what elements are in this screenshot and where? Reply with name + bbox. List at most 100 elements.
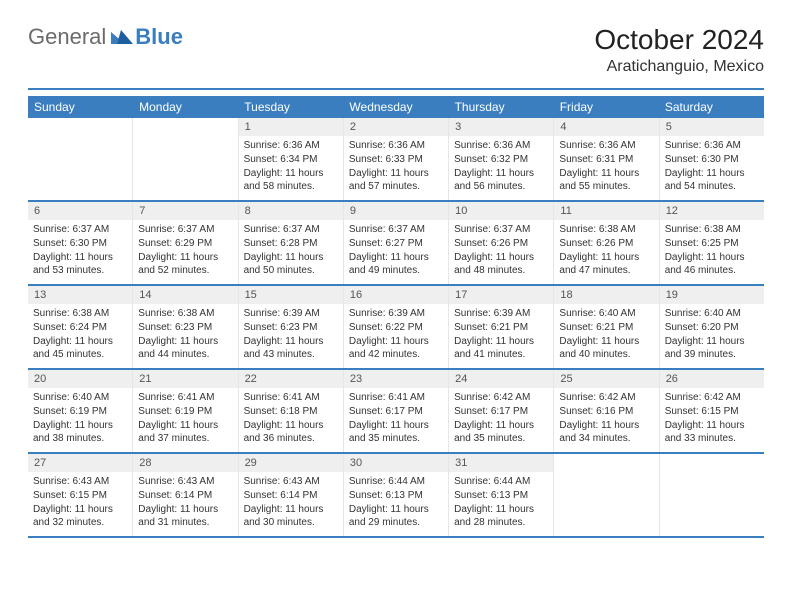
day-number: 1 — [239, 118, 343, 136]
sunset-text: Sunset: 6:30 PM — [665, 153, 759, 166]
sunset-text: Sunset: 6:26 PM — [454, 237, 548, 250]
day-body: Sunrise: 6:41 AMSunset: 6:19 PMDaylight:… — [133, 388, 237, 451]
day-cell: 2Sunrise: 6:36 AMSunset: 6:33 PMDaylight… — [344, 118, 449, 200]
day-body: Sunrise: 6:40 AMSunset: 6:19 PMDaylight:… — [28, 388, 132, 451]
day-body: Sunrise: 6:41 AMSunset: 6:17 PMDaylight:… — [344, 388, 448, 451]
day-cell: 8Sunrise: 6:37 AMSunset: 6:28 PMDaylight… — [239, 202, 344, 284]
day-cell: 19Sunrise: 6:40 AMSunset: 6:20 PMDayligh… — [660, 286, 764, 368]
daylight-text: Daylight: 11 hours and 31 minutes. — [138, 503, 232, 529]
week-row: 20Sunrise: 6:40 AMSunset: 6:19 PMDayligh… — [28, 370, 764, 454]
sunset-text: Sunset: 6:19 PM — [138, 405, 232, 418]
day-cell: 16Sunrise: 6:39 AMSunset: 6:22 PMDayligh… — [344, 286, 449, 368]
day-body: Sunrise: 6:36 AMSunset: 6:30 PMDaylight:… — [660, 136, 764, 199]
logo-word-1: General — [28, 24, 106, 50]
sunrise-text: Sunrise: 6:39 AM — [244, 307, 338, 320]
dow-cell: Friday — [554, 96, 659, 118]
sunset-text: Sunset: 6:27 PM — [349, 237, 443, 250]
day-cell: 31Sunrise: 6:44 AMSunset: 6:13 PMDayligh… — [449, 454, 554, 536]
sunrise-text: Sunrise: 6:36 AM — [349, 139, 443, 152]
day-body: Sunrise: 6:41 AMSunset: 6:18 PMDaylight:… — [239, 388, 343, 451]
sunset-text: Sunset: 6:15 PM — [665, 405, 759, 418]
day-cell: 7Sunrise: 6:37 AMSunset: 6:29 PMDaylight… — [133, 202, 238, 284]
daylight-text: Daylight: 11 hours and 33 minutes. — [665, 419, 759, 445]
sunrise-text: Sunrise: 6:41 AM — [349, 391, 443, 404]
daylight-text: Daylight: 11 hours and 44 minutes. — [138, 335, 232, 361]
day-cell: 11Sunrise: 6:38 AMSunset: 6:26 PMDayligh… — [554, 202, 659, 284]
daylight-text: Daylight: 11 hours and 32 minutes. — [33, 503, 127, 529]
day-body: Sunrise: 6:42 AMSunset: 6:15 PMDaylight:… — [660, 388, 764, 451]
day-number: 26 — [660, 370, 764, 388]
sunrise-text: Sunrise: 6:38 AM — [665, 223, 759, 236]
sunrise-text: Sunrise: 6:36 AM — [454, 139, 548, 152]
sunrise-text: Sunrise: 6:41 AM — [138, 391, 232, 404]
day-number: 24 — [449, 370, 553, 388]
logo-mark-icon — [111, 26, 133, 49]
sunset-text: Sunset: 6:20 PM — [665, 321, 759, 334]
day-number: 4 — [554, 118, 658, 136]
day-number: 15 — [239, 286, 343, 304]
daylight-text: Daylight: 11 hours and 40 minutes. — [559, 335, 653, 361]
daylight-text: Daylight: 11 hours and 56 minutes. — [454, 167, 548, 193]
day-cell: 12Sunrise: 6:38 AMSunset: 6:25 PMDayligh… — [660, 202, 764, 284]
header-rule — [28, 88, 764, 90]
logo: General Blue — [28, 24, 183, 50]
daylight-text: Daylight: 11 hours and 28 minutes. — [454, 503, 548, 529]
day-body: Sunrise: 6:36 AMSunset: 6:32 PMDaylight:… — [449, 136, 553, 199]
sunset-text: Sunset: 6:21 PM — [454, 321, 548, 334]
day-body: Sunrise: 6:37 AMSunset: 6:29 PMDaylight:… — [133, 220, 237, 283]
day-number: 23 — [344, 370, 448, 388]
sunset-text: Sunset: 6:32 PM — [454, 153, 548, 166]
week-row: 6Sunrise: 6:37 AMSunset: 6:30 PMDaylight… — [28, 202, 764, 286]
sunset-text: Sunset: 6:34 PM — [244, 153, 338, 166]
day-cell: 9Sunrise: 6:37 AMSunset: 6:27 PMDaylight… — [344, 202, 449, 284]
sunrise-text: Sunrise: 6:40 AM — [559, 307, 653, 320]
sunset-text: Sunset: 6:14 PM — [138, 489, 232, 502]
sunset-text: Sunset: 6:21 PM — [559, 321, 653, 334]
sunrise-text: Sunrise: 6:37 AM — [138, 223, 232, 236]
day-cell: 27Sunrise: 6:43 AMSunset: 6:15 PMDayligh… — [28, 454, 133, 536]
sunset-text: Sunset: 6:29 PM — [138, 237, 232, 250]
day-number: 8 — [239, 202, 343, 220]
sunrise-text: Sunrise: 6:36 AM — [665, 139, 759, 152]
sunset-text: Sunset: 6:23 PM — [244, 321, 338, 334]
day-number: 3 — [449, 118, 553, 136]
title-block: October 2024 Aratichanguio, Mexico — [594, 24, 764, 76]
location: Aratichanguio, Mexico — [594, 58, 764, 76]
day-body: Sunrise: 6:43 AMSunset: 6:15 PMDaylight:… — [28, 472, 132, 535]
dow-cell: Thursday — [449, 96, 554, 118]
day-body: Sunrise: 6:39 AMSunset: 6:23 PMDaylight:… — [239, 304, 343, 367]
sunset-text: Sunset: 6:16 PM — [559, 405, 653, 418]
day-body: Sunrise: 6:39 AMSunset: 6:22 PMDaylight:… — [344, 304, 448, 367]
sunrise-text: Sunrise: 6:43 AM — [244, 475, 338, 488]
logo-word-2: Blue — [135, 24, 183, 50]
sunset-text: Sunset: 6:28 PM — [244, 237, 338, 250]
day-body: Sunrise: 6:38 AMSunset: 6:24 PMDaylight:… — [28, 304, 132, 367]
week-row: 13Sunrise: 6:38 AMSunset: 6:24 PMDayligh… — [28, 286, 764, 370]
sunrise-text: Sunrise: 6:37 AM — [349, 223, 443, 236]
day-number: 27 — [28, 454, 132, 472]
day-cell: 29Sunrise: 6:43 AMSunset: 6:14 PMDayligh… — [239, 454, 344, 536]
day-body: Sunrise: 6:44 AMSunset: 6:13 PMDaylight:… — [449, 472, 553, 535]
daylight-text: Daylight: 11 hours and 46 minutes. — [665, 251, 759, 277]
sunrise-text: Sunrise: 6:43 AM — [33, 475, 127, 488]
daylight-text: Daylight: 11 hours and 35 minutes. — [349, 419, 443, 445]
day-number: 10 — [449, 202, 553, 220]
day-cell: 6Sunrise: 6:37 AMSunset: 6:30 PMDaylight… — [28, 202, 133, 284]
day-cell: 23Sunrise: 6:41 AMSunset: 6:17 PMDayligh… — [344, 370, 449, 452]
sunset-text: Sunset: 6:22 PM — [349, 321, 443, 334]
day-body: Sunrise: 6:42 AMSunset: 6:17 PMDaylight:… — [449, 388, 553, 451]
day-number: 22 — [239, 370, 343, 388]
sunset-text: Sunset: 6:15 PM — [33, 489, 127, 502]
daylight-text: Daylight: 11 hours and 29 minutes. — [349, 503, 443, 529]
day-number: 16 — [344, 286, 448, 304]
day-body: Sunrise: 6:36 AMSunset: 6:31 PMDaylight:… — [554, 136, 658, 199]
day-body: Sunrise: 6:40 AMSunset: 6:20 PMDaylight:… — [660, 304, 764, 367]
day-body: Sunrise: 6:36 AMSunset: 6:34 PMDaylight:… — [239, 136, 343, 199]
calendar: SundayMondayTuesdayWednesdayThursdayFrid… — [28, 96, 764, 538]
dow-cell: Tuesday — [238, 96, 343, 118]
day-of-week-row: SundayMondayTuesdayWednesdayThursdayFrid… — [28, 96, 764, 118]
sunrise-text: Sunrise: 6:36 AM — [559, 139, 653, 152]
sunrise-text: Sunrise: 6:42 AM — [559, 391, 653, 404]
sunrise-text: Sunrise: 6:38 AM — [138, 307, 232, 320]
day-cell: 20Sunrise: 6:40 AMSunset: 6:19 PMDayligh… — [28, 370, 133, 452]
